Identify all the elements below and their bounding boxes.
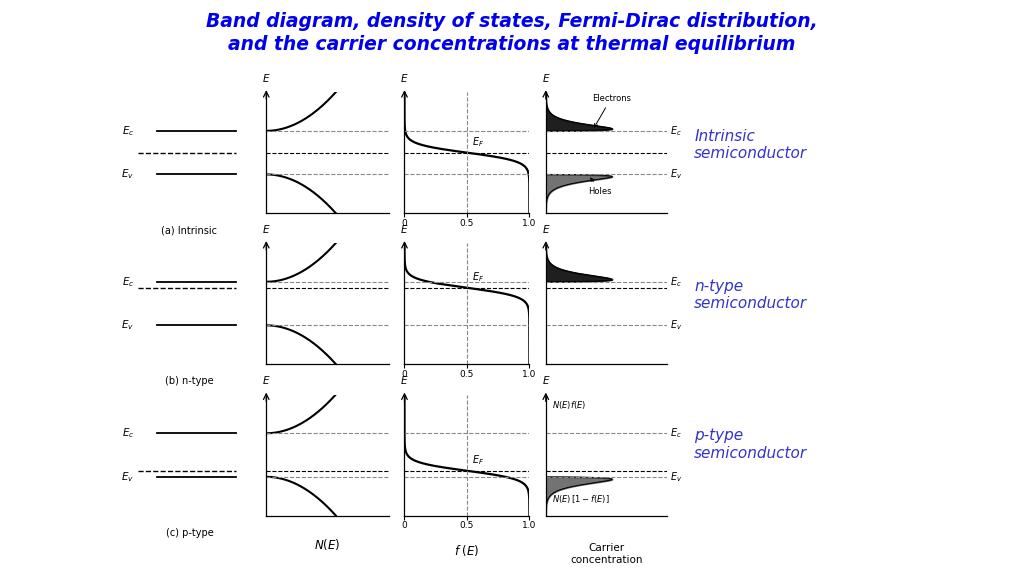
Text: $E$: $E$	[542, 71, 550, 84]
Text: $E$: $E$	[400, 71, 409, 84]
Text: Intrinsic
semiconductor: Intrinsic semiconductor	[694, 129, 807, 161]
Text: $N(E)\,[1-f(E)]$: $N(E)\,[1-f(E)]$	[552, 492, 609, 505]
Text: Electrons: Electrons	[592, 94, 631, 127]
Text: and the carrier concentrations at thermal equilibrium: and the carrier concentrations at therma…	[228, 35, 796, 54]
Text: (b) n-type: (b) n-type	[165, 376, 214, 386]
Text: $E_F$: $E_F$	[472, 135, 484, 149]
Text: $N(E)f(E)$: $N(E)f(E)$	[552, 399, 586, 411]
Text: $E_v$: $E_v$	[671, 319, 682, 332]
Text: (a) Intrinsic: (a) Intrinsic	[162, 225, 217, 235]
Text: $E$: $E$	[400, 374, 409, 386]
Text: $E_c$: $E_c$	[122, 124, 134, 138]
Text: $E_v$: $E_v$	[121, 319, 134, 332]
Text: $E_v$: $E_v$	[121, 470, 134, 484]
Text: $f\ (E)$: $f\ (E)$	[455, 543, 479, 558]
Text: (c) p-type: (c) p-type	[166, 528, 213, 537]
Text: $E_c$: $E_c$	[122, 426, 134, 440]
Text: $E_F$: $E_F$	[472, 453, 484, 467]
Text: $E_v$: $E_v$	[121, 168, 134, 181]
Text: p-type
semiconductor: p-type semiconductor	[694, 429, 807, 461]
Text: $E_c$: $E_c$	[122, 275, 134, 289]
Text: $E$: $E$	[400, 222, 409, 234]
Text: $N(E)$: $N(E)$	[314, 537, 341, 552]
Text: $E$: $E$	[262, 71, 270, 84]
Text: $E_c$: $E_c$	[671, 124, 682, 138]
Text: $E$: $E$	[262, 222, 270, 234]
Text: $E$: $E$	[262, 374, 270, 386]
Text: Band diagram, density of states, Fermi-Dirac distribution,: Band diagram, density of states, Fermi-D…	[206, 12, 818, 31]
Text: $E_c$: $E_c$	[671, 426, 682, 440]
Text: Carrier
concentration: Carrier concentration	[570, 543, 642, 565]
Text: $E$: $E$	[542, 222, 550, 234]
Text: $E_F$: $E_F$	[472, 270, 484, 284]
Text: $E_v$: $E_v$	[671, 470, 682, 484]
Text: n-type
semiconductor: n-type semiconductor	[694, 279, 807, 311]
Text: Holes: Holes	[588, 178, 611, 196]
Text: $E_v$: $E_v$	[671, 168, 682, 181]
Text: $E_c$: $E_c$	[671, 275, 682, 289]
Text: $E$: $E$	[542, 374, 550, 386]
